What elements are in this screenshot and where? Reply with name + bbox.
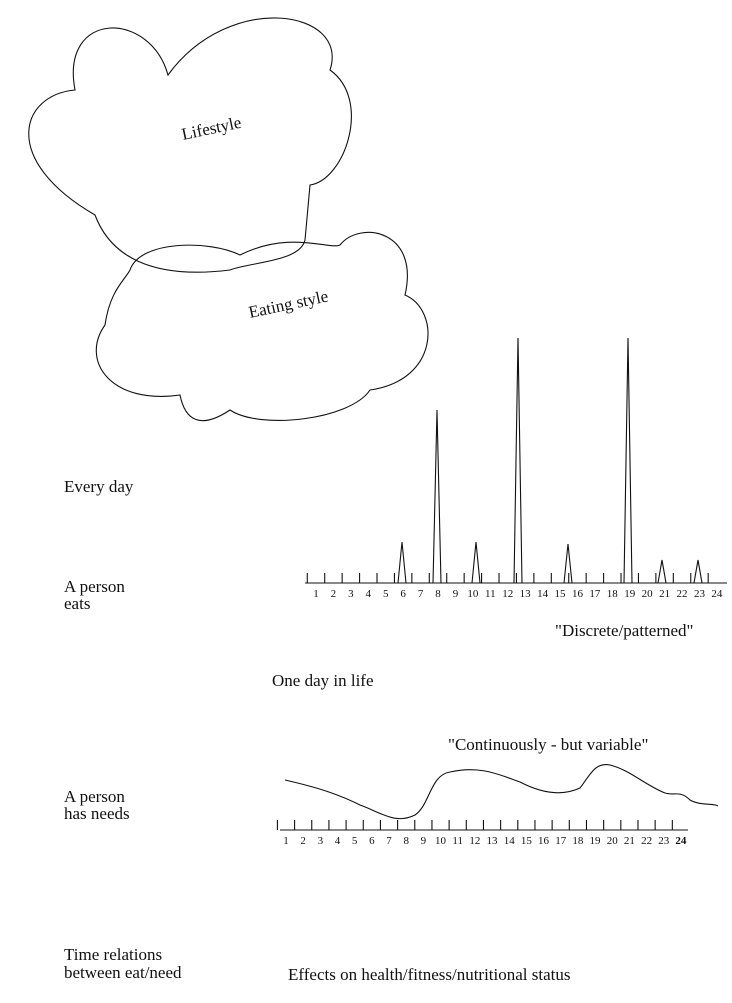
axis-label: 7 [418,588,424,600]
row-label: has needs [64,804,130,823]
axis-label: 11 [485,588,496,600]
axis-label: 7 [386,835,392,847]
needs-curve [285,765,718,819]
axis-label: 9 [421,835,427,847]
page: Lifestyle Eating style Every day A perso… [0,0,732,1003]
axis-label: 4 [335,835,341,847]
axis-label: 6 [400,588,406,600]
axis-label: 3 [348,588,354,600]
axis-label: 11 [452,835,463,847]
axis-label: 20 [607,835,619,847]
axis-label: 18 [607,588,619,600]
axis-label: 17 [589,588,601,600]
axis-label: 14 [537,588,549,600]
cloud-label: Eating style [247,287,330,322]
axis-label: 10 [467,588,479,600]
axis-label: 22 [641,835,652,847]
axis-label: 9 [453,588,459,600]
caption: "Continuously - but variable" [448,735,648,754]
axis-label: 13 [487,835,499,847]
caption: One day in life [272,671,374,690]
axis-label: 24 [711,588,723,600]
axis-label: 6 [369,835,375,847]
axis-label: 16 [538,835,550,847]
axis-label: 1 [283,835,289,847]
axis-label: 8 [435,588,441,600]
axis-label: 21 [624,835,635,847]
axis-label: 15 [555,588,567,600]
axis-label: 23 [658,835,670,847]
axis-label: 14 [504,835,516,847]
footer: Effects on health/fitness/nutritional st… [288,965,571,984]
lifestyle-cloud [29,18,352,272]
axis-label: 23 [694,588,706,600]
axis-label: 15 [521,835,533,847]
axis-label: 18 [572,835,584,847]
axis-label: 4 [366,588,372,600]
axis-label: 13 [520,588,532,600]
row-label: Every day [64,477,134,496]
cloud-label: Lifestyle [180,113,243,144]
eating-spikes [305,338,702,583]
axis-label: 19 [590,835,602,847]
axis-label: 1 [313,588,319,600]
axis-label: 24 [675,835,687,847]
axis-label: 20 [642,588,654,600]
axis-label: 8 [403,835,409,847]
eating-style-cloud [96,232,428,420]
row-label: eats [64,594,90,613]
axis-label: 10 [435,835,447,847]
axis-label: 21 [659,588,670,600]
axis-label: 17 [555,835,567,847]
axis-label: 5 [352,835,358,847]
axis-label: 12 [469,835,480,847]
axis-label: 19 [624,588,636,600]
axis-label: 16 [572,588,584,600]
axis-label: 2 [331,588,337,600]
row-label: between eat/need [64,963,182,982]
axis-label: 12 [502,588,513,600]
axis-label: 3 [318,835,324,847]
axis-label: 2 [300,835,306,847]
row-label: Time relations [64,945,162,964]
axis-label: 5 [383,588,389,600]
axis-label: 22 [677,588,688,600]
caption: "Discrete/patterned" [555,621,693,640]
